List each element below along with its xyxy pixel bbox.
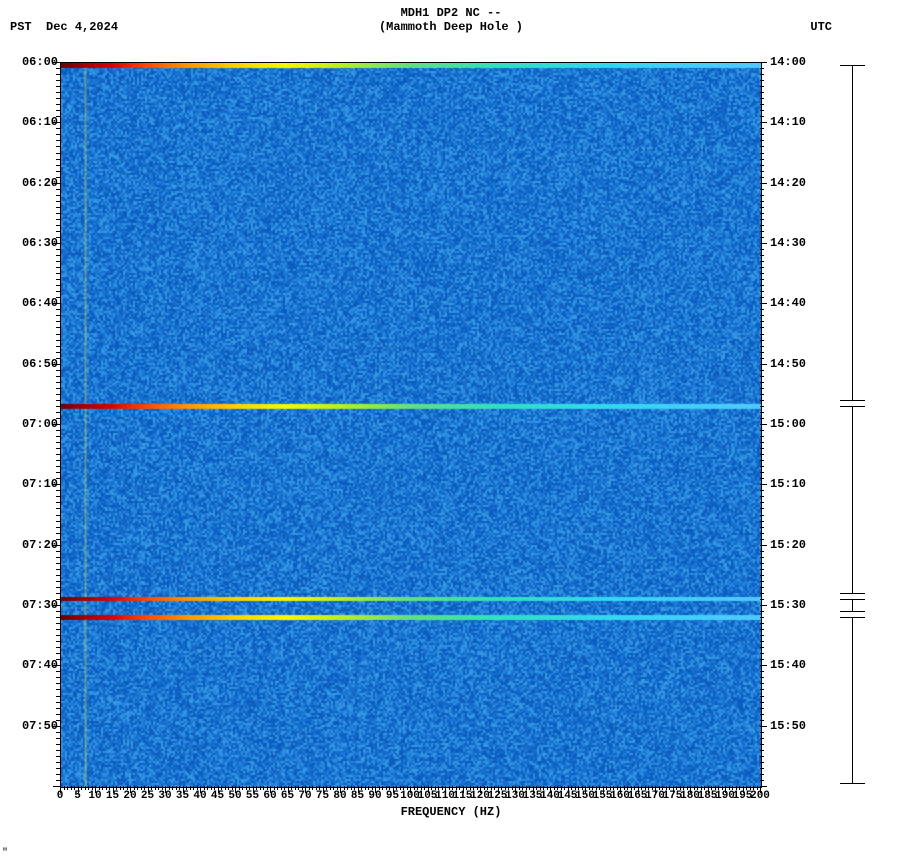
title-line-1: MDH1 DP2 NC --	[0, 6, 902, 20]
y-tick-right: 14:20	[770, 176, 806, 190]
y-tick-right: 15:30	[770, 598, 806, 612]
y-tick-left: 06:20	[8, 176, 58, 190]
y-tick-left: 07:00	[8, 417, 58, 431]
y-tick-right: 15:50	[770, 719, 806, 733]
spectrogram-canvas	[61, 63, 761, 787]
footer-glitch-mark: "	[2, 848, 8, 859]
y-tick-right: 15:10	[770, 477, 806, 491]
y-tick-left: 07:30	[8, 598, 58, 612]
y-tick-right: 15:40	[770, 658, 806, 672]
y-tick-left: 07:40	[8, 658, 58, 672]
y-tick-left: 07:20	[8, 538, 58, 552]
x-axis-label: FREQUENCY (HZ)	[0, 805, 902, 819]
y-tick-left: 07:10	[8, 477, 58, 491]
y-tick-left: 07:50	[8, 719, 58, 733]
title-line-2: (Mammoth Deep Hole )	[0, 20, 902, 34]
y-tick-right: 15:00	[770, 417, 806, 431]
y-tick-right: 14:30	[770, 236, 806, 250]
spectrogram-plot	[60, 62, 762, 788]
y-tick-left: 06:50	[8, 357, 58, 371]
y-tick-left: 06:30	[8, 236, 58, 250]
y-tick-right: 15:20	[770, 538, 806, 552]
y-tick-left: 06:40	[8, 296, 58, 310]
y-tick-right: 14:40	[770, 296, 806, 310]
tz-right: UTC	[810, 20, 832, 34]
y-tick-right: 14:50	[770, 357, 806, 371]
y-tick-right: 14:00	[770, 55, 806, 69]
y-tick-left: 06:10	[8, 115, 58, 129]
y-tick-left: 06:00	[8, 55, 58, 69]
y-tick-right: 14:10	[770, 115, 806, 129]
right-side-event-marks	[840, 62, 890, 786]
